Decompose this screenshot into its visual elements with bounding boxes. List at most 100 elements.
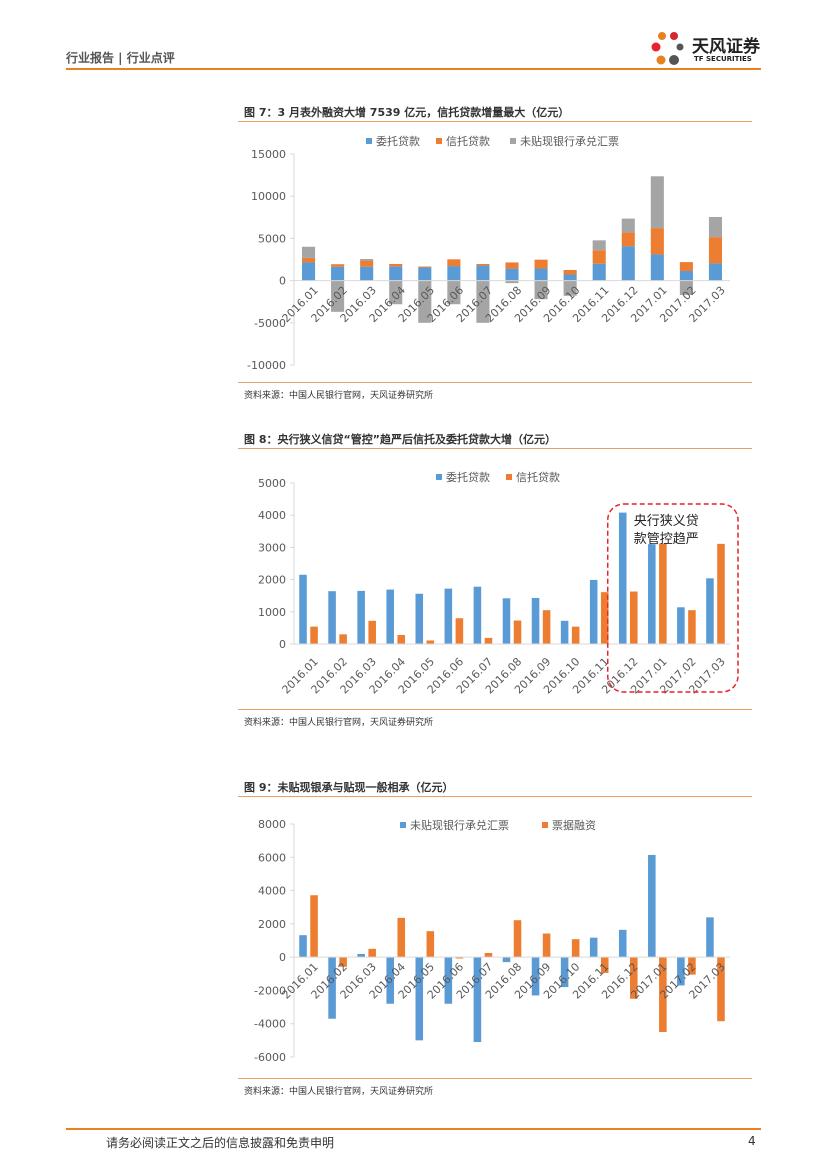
bar-2016.03-委托贷款	[357, 590, 365, 644]
bar-2017.02-未贴现银行承兑汇票	[679, 280, 693, 295]
bar-2016.03-信托贷款	[360, 260, 374, 267]
bar-2016.02-未贴现银行承兑汇票	[331, 280, 345, 312]
figure-8-bottom-rule	[238, 709, 752, 710]
bar-2016.11-票据融资	[600, 957, 609, 973]
y-tick-label: 6000	[258, 851, 286, 864]
bar-2016.11-信托贷款	[600, 592, 609, 644]
bar-2016.05-信托贷款	[418, 266, 432, 268]
bar-2016.03-未贴现银行承兑汇票	[357, 953, 365, 958]
bar-2016.12-票据融资	[630, 957, 638, 999]
bar-2017.01-票据融资	[659, 957, 667, 1033]
y-tick-label: 5000	[258, 477, 286, 490]
y-tick-label: -5000	[254, 317, 286, 330]
legend-swatch-信托贷款	[506, 474, 512, 480]
bar-2016.11-委托贷款	[589, 579, 598, 644]
figure-9-title: 图 9：未贴现银承与贴现一般相承（亿元）	[244, 781, 454, 794]
legend-label-票据融资: 票据融资	[552, 818, 596, 832]
bar-2017.02-信托贷款	[679, 262, 693, 271]
bar-2016.07-信托贷款	[476, 263, 490, 266]
legend-swatch-票据融资	[542, 822, 548, 828]
bar-2017.01-未贴现银行承兑汇票	[650, 176, 664, 229]
y-tick-label: -4000	[254, 1018, 286, 1031]
y-tick-label: 3000	[258, 541, 286, 554]
bar-2016.04-委托贷款	[386, 589, 394, 644]
logo-mark-icon	[651, 32, 684, 65]
bar-2016.01-委托贷款	[301, 262, 316, 281]
legend-label-委托贷款: 委托贷款	[376, 134, 420, 148]
bar-2016.07-票据融资	[484, 952, 493, 958]
bar-2016.02-未贴现银行承兑汇票	[328, 957, 336, 1019]
bar-2016.10-委托贷款	[563, 274, 577, 281]
bar-2016.06-信托贷款	[447, 259, 461, 267]
bar-2016.09-委托贷款	[534, 268, 548, 281]
bar-2016.09-信托贷款	[534, 259, 548, 269]
bar-2016.08-信托贷款	[513, 620, 522, 644]
bar-2016.02-信托贷款	[339, 634, 347, 644]
bar-2016.08-未贴现银行承兑汇票	[502, 957, 511, 963]
bar-2016.05-票据融资	[426, 931, 435, 958]
bar-2016.11-未贴现银行承兑汇票	[589, 937, 598, 958]
bar-2016.03-委托贷款	[360, 266, 374, 281]
bar-2016.12-未贴现银行承兑汇票	[618, 929, 627, 958]
figure-8-chart: 0100020003000400050002016.012016.022016.…	[258, 470, 739, 697]
legend-label-委托贷款: 委托贷款	[446, 470, 490, 484]
bar-2016.06-票据融资	[455, 957, 464, 959]
bar-2017.01-信托贷款	[650, 228, 664, 255]
y-tick-label: 0	[279, 638, 286, 651]
bar-2016.09-未贴现银行承兑汇票	[531, 957, 540, 996]
footer-disclaimer: 请务必阅读正文之后的信息披露和免责申明	[106, 1136, 335, 1150]
bar-2016.01-未贴现银行承兑汇票	[301, 246, 316, 258]
bar-2016.10-未贴现银行承兑汇票	[563, 280, 577, 296]
legend-swatch-未贴现银行承兑汇票	[510, 138, 516, 144]
header-divider	[66, 68, 761, 70]
bar-2016.10-委托贷款	[560, 620, 569, 644]
annotation-box	[606, 503, 739, 693]
bar-2016.04-票据融资	[397, 917, 406, 958]
bar-2016.12-信托贷款	[630, 591, 638, 644]
bar-2017.02-委托贷款	[679, 270, 693, 281]
bar-2016.09-委托贷款	[531, 597, 540, 644]
bar-2016.09-信托贷款	[542, 610, 551, 644]
figure-8-top-rule	[238, 448, 752, 449]
bar-2016.09-未贴现银行承兑汇票	[534, 280, 548, 300]
bar-2017.01-委托贷款	[650, 254, 664, 281]
bar-2016.07-委托贷款	[473, 586, 482, 644]
figure-7-bottom-rule	[238, 382, 752, 383]
bar-2016.12-委托贷款	[621, 246, 635, 281]
bar-2016.08-未贴现银行承兑汇票	[505, 280, 519, 284]
bar-2016.11-未贴现银行承兑汇票	[592, 240, 606, 251]
bar-2016.02-委托贷款	[328, 591, 336, 644]
bar-2016.02-委托贷款	[331, 266, 345, 281]
bar-2017.02-票据融资	[688, 957, 696, 975]
bar-2016.04-未贴现银行承兑汇票	[386, 957, 394, 1004]
page-number: 4	[748, 1134, 756, 1148]
bar-2016.06-委托贷款	[444, 588, 453, 644]
legend-swatch-未贴现银行承兑汇票	[400, 822, 406, 828]
bar-2016.10-信托贷款	[563, 269, 577, 275]
bar-2016.12-信托贷款	[621, 232, 635, 247]
figure-9-source: 资料来源：中国人民银行官网，天风证券研究所	[244, 1087, 434, 1097]
y-tick-label: 2000	[258, 918, 286, 931]
bar-2016.03-信托贷款	[368, 620, 376, 644]
bar-2016.01-委托贷款	[299, 574, 307, 644]
bar-2016.05-委托贷款	[415, 593, 424, 644]
bar-2016.01-信托贷款	[301, 257, 316, 263]
bar-2016.04-信托贷款	[397, 634, 406, 644]
bar-2016.12-未贴现银行承兑汇票	[621, 218, 635, 233]
footer-divider	[66, 1128, 761, 1130]
legend-swatch-委托贷款	[436, 474, 442, 480]
bar-2016.08-信托贷款	[505, 262, 519, 269]
bar-2016.05-委托贷款	[418, 267, 432, 281]
bar-2016.09-票据融资	[542, 933, 551, 958]
y-tick-label: 1000	[258, 606, 286, 619]
bar-2016.07-委托贷款	[476, 265, 490, 281]
figure-9-top-rule	[238, 796, 752, 797]
bar-2016.01-票据融资	[310, 895, 318, 958]
bar-2017.03-票据融资	[717, 957, 725, 1022]
figure-7-top-rule	[238, 121, 752, 122]
bar-2016.07-未贴现银行承兑汇票	[473, 957, 482, 1043]
bar-2017.02-未贴现银行承兑汇票	[677, 957, 685, 986]
legend-label-信托贷款: 信托贷款	[446, 134, 490, 148]
bar-2017.03-委托贷款	[708, 263, 723, 281]
annotation-text-line2: 款管控趋严	[634, 532, 699, 547]
